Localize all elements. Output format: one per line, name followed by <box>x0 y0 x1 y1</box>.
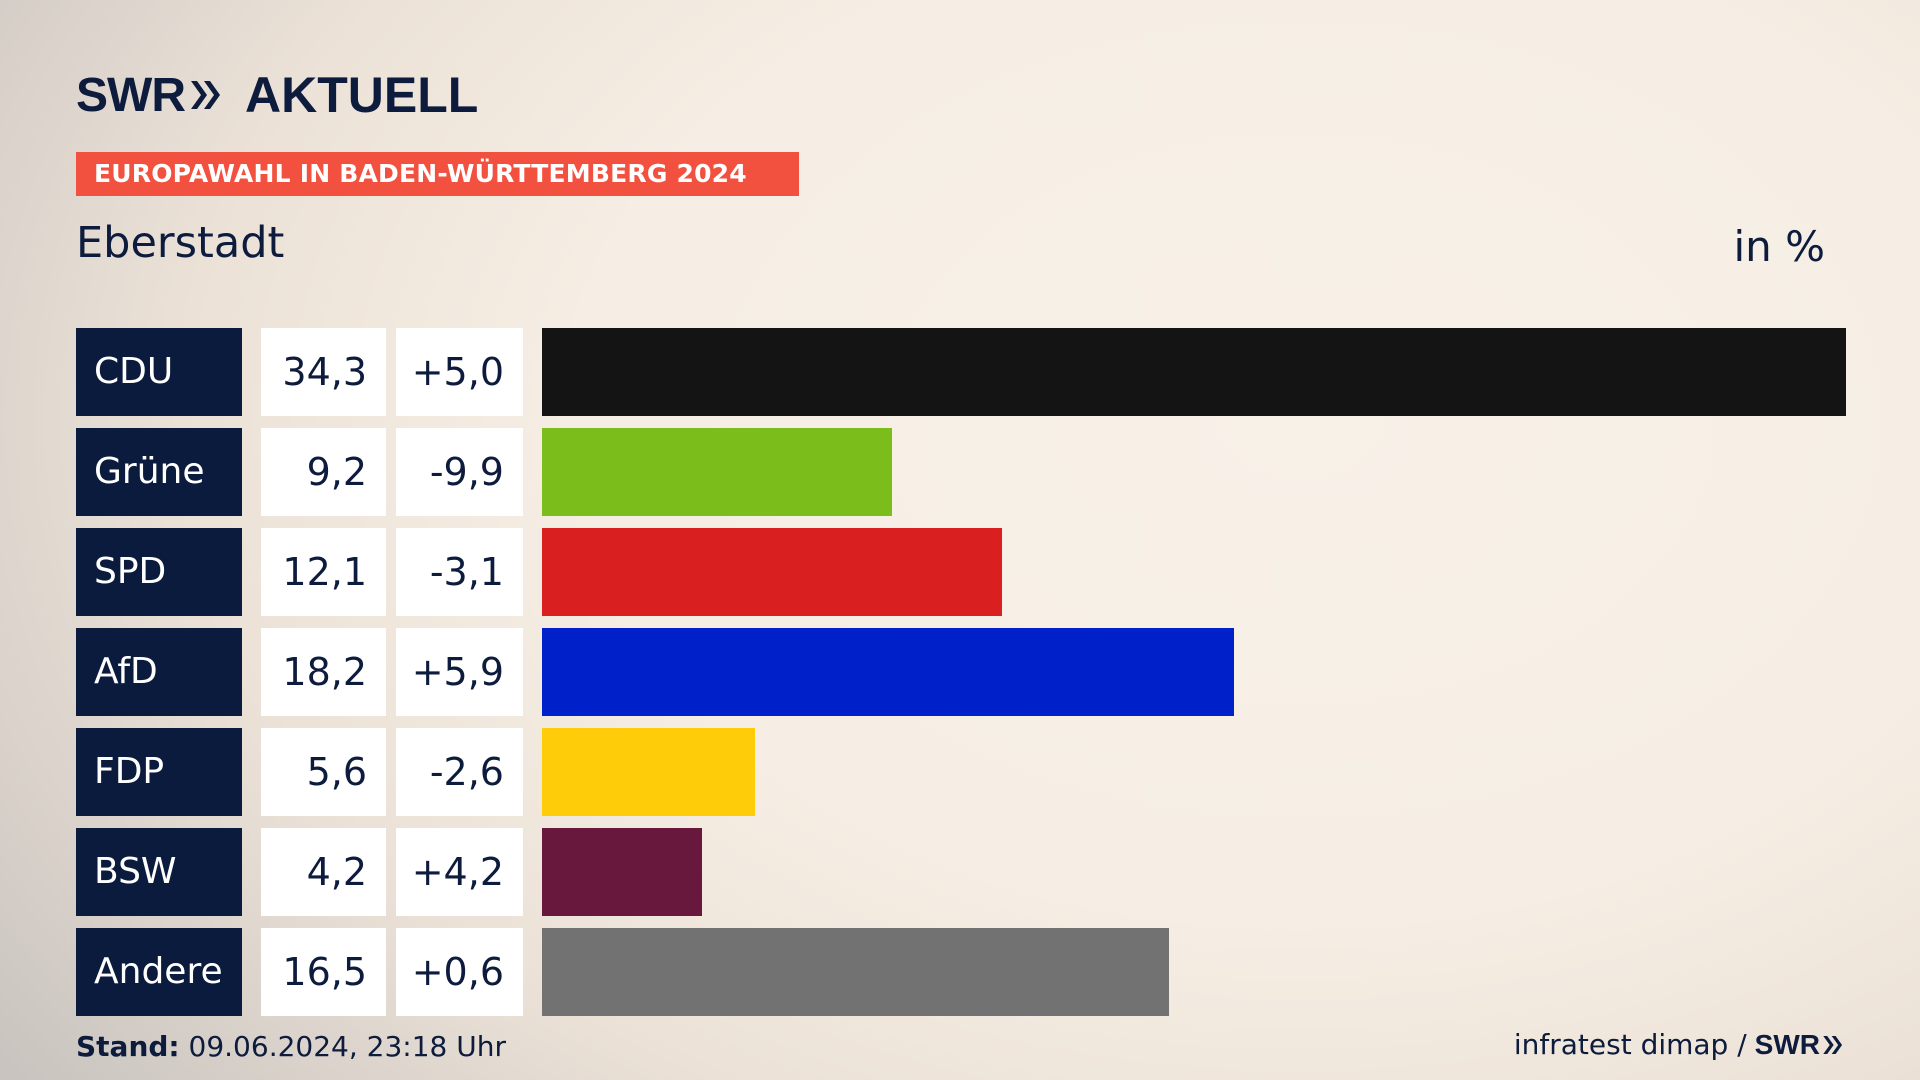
party-label: Andere <box>76 928 242 1016</box>
result-row: SPD 12,1 -3,1 <box>76 528 1846 616</box>
party-label: FDP <box>76 728 242 816</box>
vote-share-label: 16,5 <box>261 928 386 1016</box>
swr-mini-logo-text: SWR <box>1754 1028 1820 1060</box>
party-label: BSW <box>76 828 242 916</box>
change-label: +5,9 <box>396 628 523 716</box>
change-label: -3,1 <box>396 528 523 616</box>
stand-label: Stand: <box>76 1030 180 1063</box>
chart-title: Eberstadt <box>76 218 285 268</box>
chevron-double-right-icon <box>1823 1035 1843 1054</box>
result-row: CDU 34,3 +5,0 <box>76 328 1846 416</box>
swr-logo: SWR <box>76 68 223 123</box>
result-row: FDP 5,6 -2,6 <box>76 728 1846 816</box>
result-row: AfD 18,2 +5,9 <box>76 628 1846 716</box>
election-banner: EUROPAWAHL IN BADEN-WÜRTTEMBERG 2024 <box>76 152 799 196</box>
change-label: -9,9 <box>396 428 523 516</box>
vote-share-label: 12,1 <box>261 528 386 616</box>
result-bar <box>542 328 1846 416</box>
chevron-double-right-icon <box>190 81 220 109</box>
source-text: infratest dimap / <box>1513 1028 1747 1061</box>
change-label: +0,6 <box>396 928 523 1016</box>
change-label: +5,0 <box>396 328 523 416</box>
swr-logo-text: SWR <box>76 68 186 122</box>
vote-share-label: 34,3 <box>261 328 386 416</box>
results-chart: CDU 34,3 +5,0 Grüne 9,2 -9,9 SPD 12,1 -3,1 AfD 18,… <box>76 328 1846 1016</box>
result-bar <box>542 528 1002 616</box>
change-label: -2,6 <box>396 728 523 816</box>
result-row: Grüne 9,2 -9,9 <box>76 428 1846 516</box>
swr-aktuell-logo: SWR AKTUELL <box>76 66 478 124</box>
timestamp: Stand: 09.06.2024, 23:18 Uhr <box>76 1030 506 1063</box>
vote-share-label: 4,2 <box>261 828 386 916</box>
change-label: +4,2 <box>396 828 523 916</box>
aktuell-logo-text: AKTUELL <box>244 67 479 123</box>
result-bar <box>542 828 702 916</box>
party-label: CDU <box>76 328 242 416</box>
source-credit: infratest dimap / SWR <box>1514 1028 1844 1061</box>
result-bar <box>542 728 755 816</box>
vote-share-label: 18,2 <box>261 628 386 716</box>
vote-share-label: 5,6 <box>261 728 386 816</box>
party-label: Grüne <box>76 428 242 516</box>
result-bar <box>542 428 892 516</box>
result-bar <box>542 628 1234 716</box>
stand-value: 09.06.2024, 23:18 Uhr <box>188 1030 506 1063</box>
result-bar <box>542 928 1169 1016</box>
result-row: Andere 16,5 +0,6 <box>76 928 1846 1016</box>
swr-mini-logo: SWR <box>1755 1029 1844 1061</box>
vote-share-label: 9,2 <box>261 428 386 516</box>
result-row: BSW 4,2 +4,2 <box>76 828 1846 916</box>
party-label: SPD <box>76 528 242 616</box>
party-label: AfD <box>76 628 242 716</box>
unit-label: in % <box>1733 222 1825 271</box>
